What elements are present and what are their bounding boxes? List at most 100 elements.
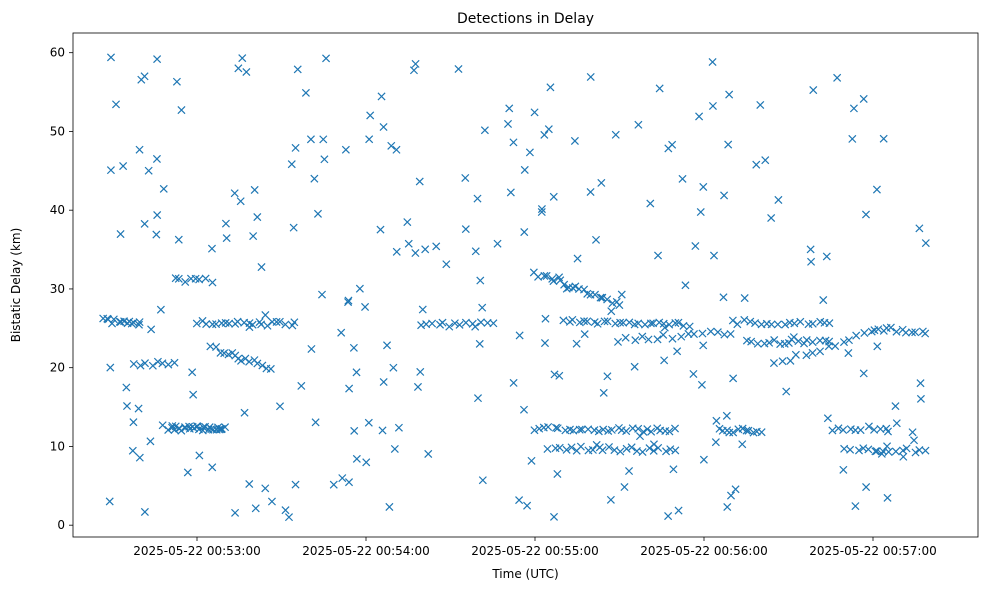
data-point [364, 418, 373, 427]
data-point [921, 446, 930, 455]
data-point [424, 449, 433, 458]
data-point [891, 447, 900, 456]
data-point [116, 230, 125, 239]
data-point [603, 295, 612, 304]
data-point [584, 425, 593, 434]
data-point [570, 136, 579, 145]
data-point [573, 254, 582, 263]
data-point [761, 156, 770, 165]
data-point [473, 194, 482, 203]
data-point [212, 342, 221, 352]
data-point [713, 328, 722, 337]
data-point [911, 328, 920, 337]
data-point [891, 402, 900, 411]
data-point [673, 347, 682, 356]
data-point [473, 394, 483, 403]
data-point [635, 432, 645, 441]
data-point [136, 361, 145, 370]
data-point [505, 104, 514, 113]
data-point [275, 402, 285, 411]
data-point [669, 465, 678, 474]
data-point [593, 319, 602, 328]
data-point [555, 443, 564, 452]
data-point [708, 101, 717, 110]
data-point [697, 380, 706, 389]
data-point [140, 219, 149, 228]
y-axis-ticks: 0 10 20 30 40 50 60 [50, 46, 73, 532]
data-point [306, 135, 315, 144]
data-point [738, 440, 747, 449]
data-point [122, 383, 131, 392]
data-point [337, 328, 346, 337]
chart-title: Detections in Delay [457, 11, 594, 27]
data-point [461, 225, 470, 234]
data-point [553, 469, 562, 479]
data-point [523, 501, 532, 510]
data-point [281, 506, 290, 515]
data-point [527, 456, 536, 465]
data-point [591, 235, 601, 244]
data-point [153, 357, 162, 366]
data-point [790, 319, 799, 328]
data-point [839, 465, 848, 474]
data-point [297, 381, 306, 390]
data-point [471, 247, 480, 256]
data-point [649, 440, 658, 449]
data-point [879, 134, 888, 143]
data-point [257, 263, 266, 272]
data-point [216, 425, 225, 434]
data-point [378, 426, 387, 435]
data-point [802, 351, 811, 360]
data-point [289, 223, 298, 232]
data-point [322, 54, 331, 63]
data-point [610, 446, 619, 455]
data-point [413, 382, 422, 391]
data-point [583, 317, 592, 326]
data-point [257, 320, 266, 329]
data-point [377, 92, 386, 101]
data-point [562, 284, 571, 293]
data-point [233, 317, 242, 326]
data-point [872, 185, 881, 194]
data-point [653, 251, 663, 260]
data-point [839, 425, 848, 435]
data-point [287, 160, 296, 169]
data-point [627, 443, 636, 452]
data-point [833, 73, 842, 82]
data-point [195, 275, 204, 284]
data-point [208, 425, 218, 434]
data-point [515, 331, 524, 340]
data-point [723, 502, 732, 512]
data-point [769, 359, 778, 368]
data-point [261, 311, 270, 320]
data-point [854, 446, 864, 455]
data-point [542, 271, 551, 280]
data-point [757, 428, 766, 437]
data-point [859, 94, 868, 103]
data-point [849, 104, 858, 113]
data-point [691, 242, 700, 251]
data-point [461, 318, 470, 327]
data-point [341, 145, 350, 154]
data-point [567, 443, 576, 452]
data-point [765, 338, 774, 347]
data-point [544, 422, 553, 431]
data-point [859, 444, 868, 453]
data-point [575, 425, 584, 434]
data-point [537, 207, 546, 217]
data-point [135, 453, 144, 462]
data-point [555, 371, 564, 380]
data-point [807, 257, 816, 266]
data-point [237, 356, 246, 365]
y-tick-label: 40 [50, 203, 65, 217]
data-point [471, 322, 480, 331]
data-point [568, 315, 577, 324]
data-point [664, 512, 673, 521]
data-point [111, 100, 121, 109]
data-point [828, 426, 837, 435]
data-point [535, 424, 544, 433]
data-point [883, 427, 893, 436]
data-point [689, 330, 698, 339]
data-point [461, 173, 470, 182]
data-point [907, 328, 916, 337]
